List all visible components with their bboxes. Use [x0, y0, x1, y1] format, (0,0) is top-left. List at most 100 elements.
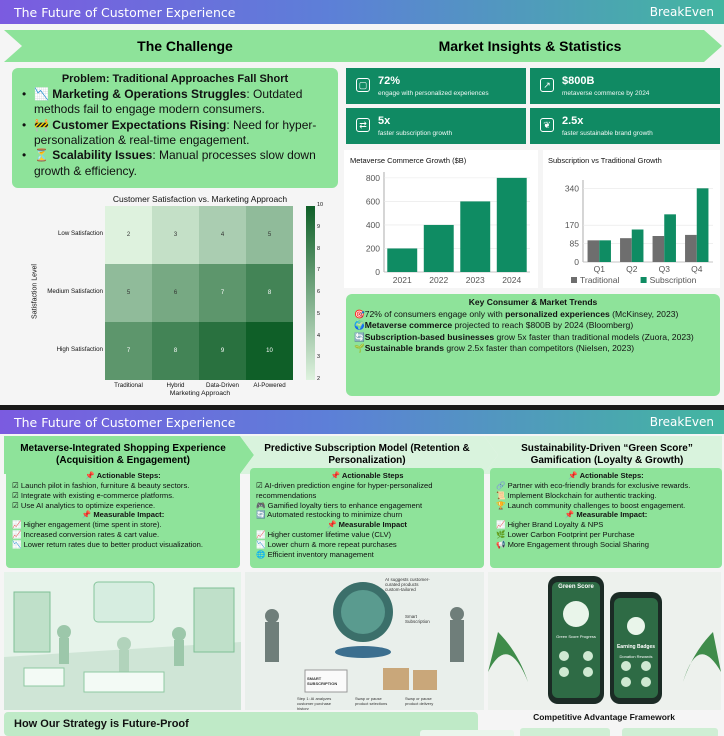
- bar: [387, 248, 418, 272]
- bar-subscription: [696, 188, 709, 262]
- trends-title: Key Consumer & Market Trends: [468, 297, 598, 307]
- impact-title: 📌 Measurable Impact:: [81, 510, 165, 520]
- impact-item: 📉 Lower churn & more repeat purchases: [256, 540, 397, 550]
- problem-box: Problem: Traditional Approaches Fall Sho…: [12, 68, 338, 188]
- stat-card: ⇄ 5x faster subscription growth: [346, 108, 526, 144]
- colorbar-tick: 5: [317, 310, 321, 317]
- problem-item: 🚧 Customer Expectations Rising: Need for…: [20, 118, 330, 149]
- x-tick-label: 2021: [393, 275, 412, 285]
- trend-bold: Metaverse commerce: [364, 320, 453, 331]
- x-tick-label: Q4: [691, 264, 703, 274]
- problem-icon: ⏳: [34, 148, 53, 163]
- slide-header-2: The Future of Customer Experience BreakE…: [0, 410, 724, 434]
- framework-box-1: [520, 728, 610, 736]
- chevron-market-label: Market Insights & Statistics: [438, 38, 622, 54]
- colorbar-tick: 8: [317, 245, 321, 252]
- x-tick-label: Q2: [626, 264, 638, 274]
- bar: [460, 201, 491, 272]
- heatmap-cell: 3: [152, 206, 199, 264]
- trends-box: Key Consumer & Market Trends 🎯72% of con…: [346, 294, 720, 396]
- column-steps-box: 📌 Actionable Steps: ☑ Launch pilot in fas…: [6, 468, 240, 568]
- colorbar-tick: 2: [317, 376, 321, 382]
- impact-title: 📌 Measurable Impact: [327, 520, 407, 530]
- step2-caption: Swap or pause product selections: [355, 696, 388, 706]
- trend-bold: Subscription-based businesses: [364, 331, 495, 342]
- trend-text: grow 2.5x faster than competitors (Niels…: [443, 343, 635, 354]
- stat-icon: ▢: [356, 78, 370, 92]
- heatmap-col-label: Data-Driven: [205, 382, 239, 389]
- slide-title-2: The Future of Customer Experience: [14, 414, 236, 430]
- phone-badges: Earning Badges: [616, 644, 656, 650]
- impact-item: 🌿 Lower Carbon Footprint per Purchase: [496, 530, 635, 540]
- x-tick-label: Q1: [594, 264, 606, 274]
- trend-item: 🌍Metaverse commerce projected to reach $…: [354, 320, 712, 331]
- x-tick-label: 2024: [502, 275, 521, 285]
- heatmap-cell: 7: [199, 264, 246, 322]
- steps-title: 📌 Actionable Steps: [330, 471, 404, 480]
- x-tick-label: 2023: [466, 275, 485, 285]
- problem-item: 📉 Marketing & Operations Struggles: Outd…: [20, 87, 330, 118]
- future-proof-title: How Our Strategy is Future-Proof: [4, 712, 478, 736]
- bar: [423, 224, 454, 272]
- stat-desc: metaverse commerce by 2024: [562, 90, 650, 97]
- bar-subscription: [631, 229, 644, 262]
- heatmap-col-label: AI-Powered: [253, 382, 286, 389]
- stat-card: ❦ 2.5x faster sustainable brand growth: [530, 108, 720, 144]
- subscription-chart-title: Subscription vs Traditional Growth: [548, 156, 662, 165]
- column-header: Predictive Subscription Model (Retention…: [264, 443, 470, 466]
- colorbar-tick: 6: [317, 289, 321, 295]
- metaverse-store-image: [4, 572, 241, 710]
- bar-subscription: [664, 214, 676, 262]
- step-item: 🏆 Launch community challenges to boost e…: [496, 500, 686, 510]
- phone-title: Green Score: [558, 584, 594, 590]
- legend-swatch: [571, 277, 577, 283]
- trend-icon: 🌍: [354, 320, 365, 331]
- heatmap-cell: 4: [199, 206, 246, 264]
- trend-text: projected to reach $800B by 2024 (Bloomb…: [452, 320, 634, 331]
- y-tick-label: 800: [366, 173, 380, 183]
- stat-value: 5x: [378, 115, 391, 127]
- stat-icon: ❦: [540, 118, 554, 132]
- bar-subscription: [599, 240, 611, 262]
- heatmap-cell: 5: [246, 206, 293, 264]
- problem-title: Problem: Traditional Approaches Fall Sho…: [61, 73, 289, 85]
- heatmap-cell: 8: [246, 264, 293, 322]
- metaverse-chart: 0 200 400 600 800 2021 2022 2023 2024: [366, 172, 530, 285]
- bar-traditional: [652, 236, 665, 262]
- column-steps-box: 📌 Actionable Steps ☑ AI-driven prediction…: [250, 468, 484, 568]
- trend-bold: Sustainable brands: [364, 343, 444, 354]
- step-item: 🎮 Gamified loyalty tiers to enhance enga…: [256, 500, 423, 510]
- steps-title: 📌 Actionable Steps:: [85, 471, 161, 480]
- heatmap-row-label: Low Satisfaction: [57, 230, 103, 237]
- column-steps-box: 📌 Actionable Steps: 🔗 Partner with eco-fr…: [490, 468, 722, 568]
- y-tick-label: 400: [366, 220, 380, 230]
- subscription-chart: 0 85 170 340 Q1 Q2 Q3 Q4 Traditional Subscription: [565, 180, 713, 285]
- heatmap-row-label: High Satisfaction: [56, 346, 103, 353]
- steps-title: 📌 Actionable Steps:: [568, 471, 644, 480]
- brand-name: BreakEven: [649, 5, 714, 19]
- problem-item-text: : Manual processes slow down growth & ef…: [34, 148, 316, 178]
- heatmap-row-label: Medium Satisfaction: [47, 288, 103, 295]
- trend-icon: 🔄: [354, 331, 365, 342]
- heatmap-cell: 2: [105, 206, 152, 264]
- stat-value: $800B: [562, 75, 595, 87]
- slide-header: The Future of Customer Experience BreakE…: [0, 0, 724, 24]
- problem-icon: 📉: [34, 87, 53, 101]
- heatmap-col-label: Traditional: [114, 382, 143, 389]
- step-item: 📜 Implement Blockchain for authentic tra…: [496, 490, 657, 500]
- heatmap-col-label: Hybrid: [166, 382, 185, 389]
- y-tick-label: 170: [565, 220, 579, 230]
- impact-title: 📌 Measurable Impact:: [564, 510, 648, 520]
- smart-sub-bubble: Smart Subscription: [405, 614, 430, 624]
- subscription-illustration: [245, 572, 484, 710]
- stat-card: ▢ 72% engage with personalized experiences: [346, 68, 526, 104]
- problem-item-head: Scalability Issues: [52, 148, 153, 163]
- y-tick-label: 600: [366, 196, 380, 206]
- stat-desc: faster subscription growth: [378, 130, 453, 137]
- trend-icon: 🎯: [354, 309, 365, 319]
- slide-challenge: The Future of Customer Experience BreakE…: [0, 0, 724, 405]
- framework-title: Competitive Advantage Framework: [533, 712, 675, 722]
- step-item: ☑ AI-driven prediction engine for hyper-…: [256, 480, 433, 500]
- trend-text: 72% of consumers engage only with: [364, 309, 506, 319]
- bar-traditional: [620, 238, 632, 262]
